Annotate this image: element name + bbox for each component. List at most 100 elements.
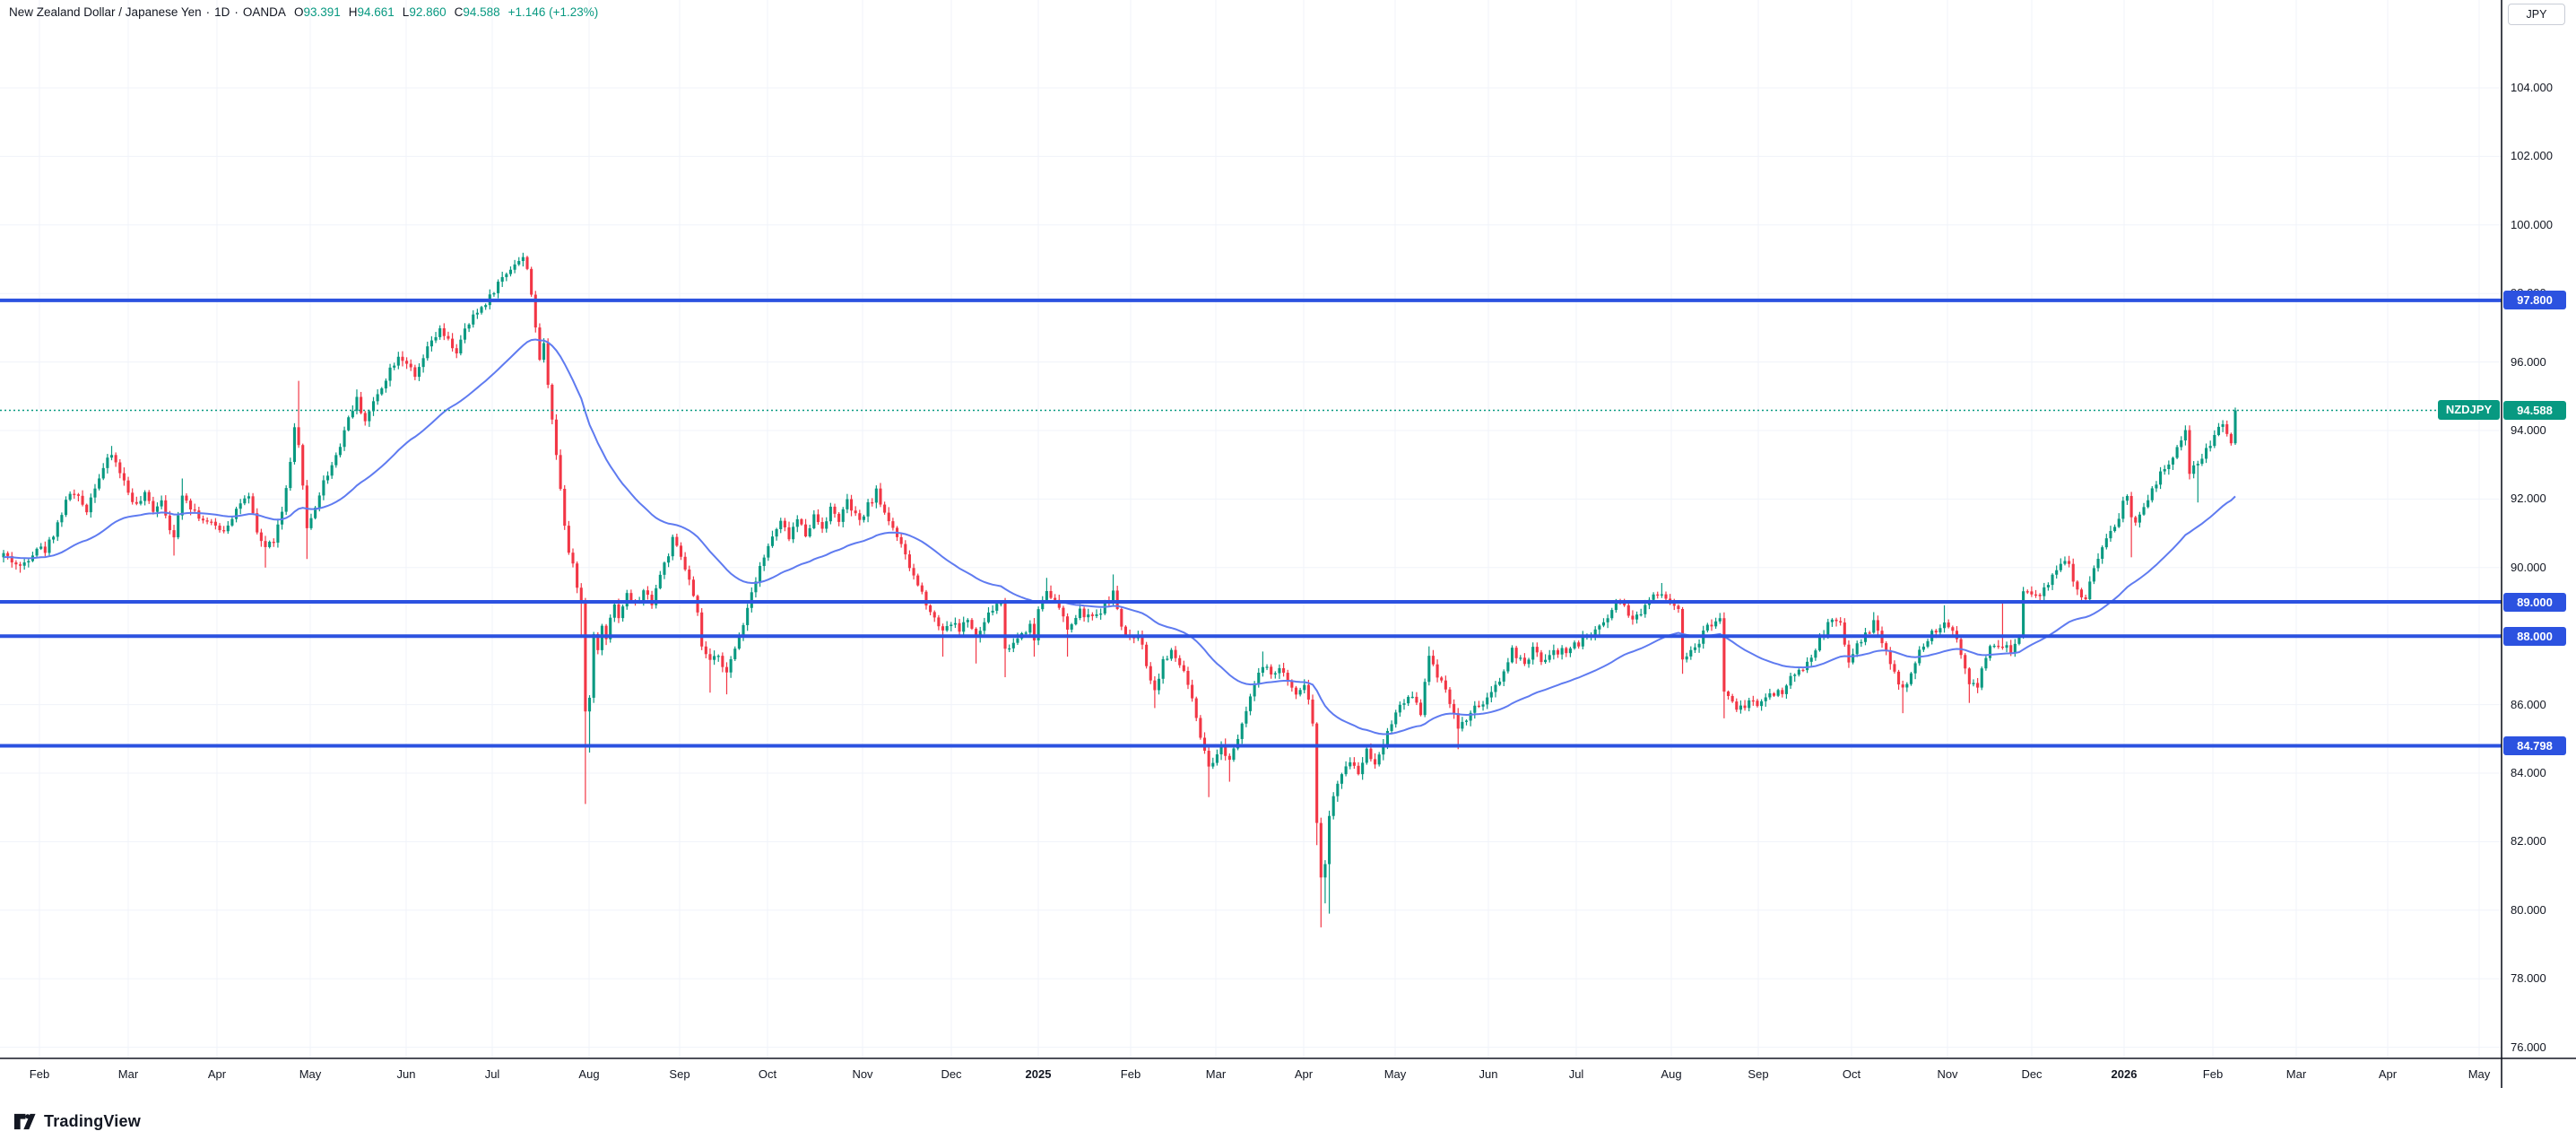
candle-up bbox=[276, 524, 280, 544]
candle-down bbox=[1224, 744, 1227, 756]
candle-down bbox=[447, 335, 450, 339]
candle-down bbox=[1178, 657, 1182, 666]
candle-down bbox=[1772, 693, 1776, 696]
candle-up bbox=[1855, 643, 1859, 655]
candle-down bbox=[2229, 433, 2233, 444]
candle-down bbox=[1369, 748, 1373, 760]
candle-down bbox=[1415, 696, 1418, 703]
candle-down bbox=[559, 455, 562, 489]
time-axis-year-label: 2026 bbox=[2111, 1067, 2138, 1081]
candle-down bbox=[546, 343, 550, 386]
candle-down bbox=[1565, 648, 1568, 654]
candle-down bbox=[1781, 690, 1784, 694]
candle-down bbox=[1182, 665, 1185, 671]
candle-up bbox=[484, 305, 488, 308]
candle-down bbox=[700, 612, 704, 647]
candle-up bbox=[89, 497, 92, 513]
candle-up bbox=[2121, 500, 2125, 519]
candle-up bbox=[2192, 465, 2196, 474]
candle-up bbox=[841, 509, 845, 522]
candle-down bbox=[1726, 692, 1730, 696]
candle-up bbox=[1913, 663, 1917, 674]
time-axis-month-label: Aug bbox=[1661, 1067, 1682, 1081]
candle-down bbox=[1535, 647, 1539, 653]
symbol-legend[interactable]: New Zealand Dollar / Japanese Yen · 1D · OAN… bbox=[9, 5, 598, 19]
candle-down bbox=[1623, 603, 1626, 605]
candle-down bbox=[442, 328, 446, 336]
candle-up bbox=[999, 603, 1002, 605]
candle-up bbox=[729, 658, 733, 673]
candle-down bbox=[1227, 755, 1231, 761]
candle-down bbox=[1456, 713, 1460, 729]
candle-up bbox=[1232, 748, 1236, 761]
tradingview-logo[interactable]: TradingView bbox=[13, 1109, 141, 1134]
time-axis-month-label: Jun bbox=[1479, 1067, 1498, 1081]
candle-down bbox=[2038, 595, 2042, 596]
candle-up bbox=[347, 417, 351, 431]
candle-up bbox=[1410, 696, 1414, 699]
candle-up bbox=[384, 380, 387, 389]
candle-down bbox=[708, 654, 712, 660]
candle-up bbox=[655, 587, 658, 605]
candle-down bbox=[1934, 631, 1938, 633]
candle-down bbox=[1976, 683, 1980, 688]
candle-up bbox=[68, 493, 72, 500]
candle-up bbox=[770, 536, 775, 546]
candle-up bbox=[492, 292, 496, 295]
candle-up bbox=[609, 617, 612, 640]
candle-up bbox=[658, 574, 662, 588]
time-axis-month-label: Feb bbox=[29, 1067, 50, 1081]
candle-down bbox=[596, 634, 600, 650]
candle-up bbox=[2125, 495, 2129, 501]
candle-down bbox=[1756, 701, 1759, 707]
candle-up bbox=[621, 606, 625, 619]
candle-up bbox=[1660, 594, 1663, 596]
candle-up bbox=[767, 545, 770, 558]
candle-up bbox=[1739, 705, 1742, 710]
candle-up bbox=[180, 495, 184, 516]
candle-up bbox=[463, 328, 467, 340]
candle-down bbox=[1556, 649, 1560, 655]
currency-unit-button[interactable]: JPY bbox=[2508, 4, 2565, 25]
candle-up bbox=[1606, 618, 1609, 622]
candle-up bbox=[1248, 696, 1253, 711]
candle-down bbox=[1868, 632, 1871, 634]
candle-up bbox=[1394, 712, 1398, 725]
candle-up bbox=[1078, 608, 1082, 618]
candle-up bbox=[1423, 682, 1427, 716]
candle-down bbox=[164, 500, 168, 516]
candle-up bbox=[1685, 656, 1688, 660]
candle-up bbox=[2147, 500, 2150, 508]
candle-up bbox=[475, 312, 479, 315]
candle-up bbox=[1531, 647, 1535, 660]
candle-up bbox=[380, 388, 384, 395]
candle-up bbox=[1464, 720, 1469, 722]
level-price-label: 88.000 bbox=[2503, 626, 2566, 646]
candle-up bbox=[438, 328, 442, 337]
candle-down bbox=[1003, 603, 1007, 649]
price-tick-label: 94.000 bbox=[2511, 423, 2546, 437]
candle-up bbox=[2213, 434, 2216, 447]
candle-up bbox=[1349, 761, 1352, 767]
candle-up bbox=[314, 507, 317, 518]
candle-up bbox=[1809, 657, 1813, 662]
symbol-price-marker: NZDJPY bbox=[2438, 400, 2500, 420]
candle-up bbox=[268, 542, 272, 547]
candle-up bbox=[1581, 636, 1584, 647]
price-tick-label: 82.000 bbox=[2511, 834, 2546, 848]
candle-up bbox=[521, 257, 525, 262]
candle-up bbox=[1639, 614, 1643, 616]
candle-up bbox=[2155, 484, 2158, 489]
candle-up bbox=[846, 499, 849, 509]
candle-up bbox=[862, 516, 865, 520]
candle-up bbox=[230, 518, 234, 526]
candle-up bbox=[396, 356, 400, 366]
candle-down bbox=[189, 500, 193, 509]
candle-up bbox=[953, 622, 957, 625]
candle-up bbox=[671, 536, 674, 557]
candle-up bbox=[322, 480, 325, 496]
candle-up bbox=[983, 622, 986, 631]
candle-up bbox=[1382, 744, 1385, 755]
candle-up bbox=[1257, 672, 1261, 683]
